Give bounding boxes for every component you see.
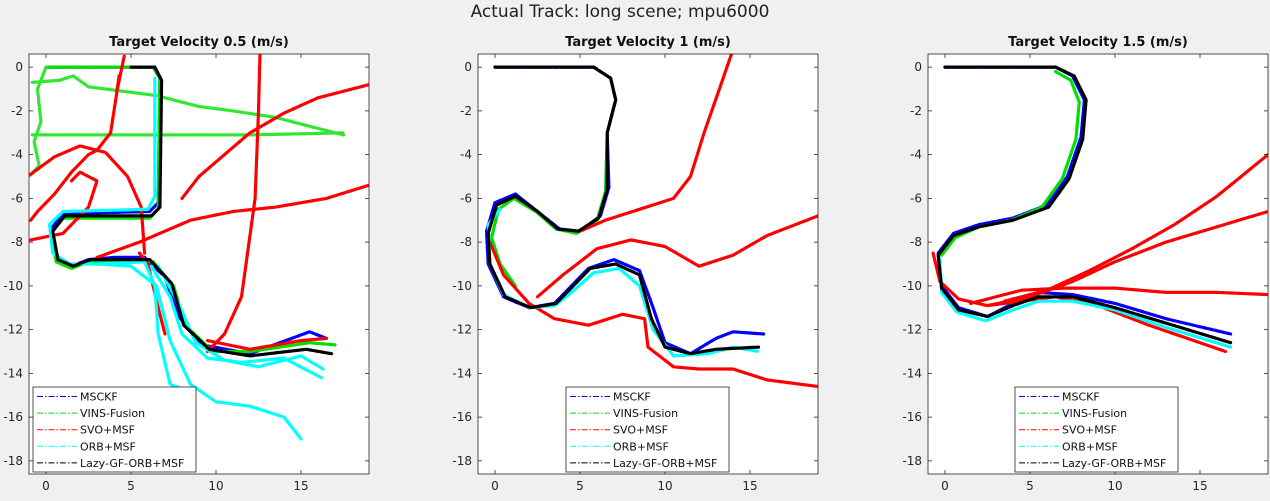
y-tick-label: -18 xyxy=(902,454,922,468)
x-tick-label: 10 xyxy=(657,479,672,493)
series-line-orb-msf xyxy=(95,262,303,441)
y-tick-label: -6 xyxy=(460,191,472,205)
y-tick-label: -2 xyxy=(910,104,922,118)
y-tick-label: -18 xyxy=(3,454,23,468)
legend-label: MSCKF xyxy=(80,391,118,404)
y-tick-label: 0 xyxy=(464,60,472,74)
legend-label: VINS-Fusion xyxy=(1062,407,1127,420)
legend-label: Lazy-GF-ORB+MSF xyxy=(613,457,717,470)
x-tick-label: 15 xyxy=(293,479,308,493)
series-line-svo-msf xyxy=(180,83,369,200)
series-group xyxy=(484,54,818,389)
y-tick-label: 0 xyxy=(914,60,922,74)
y-tick-label: -8 xyxy=(460,235,472,249)
series-line-svo-msf xyxy=(488,240,818,389)
legend: MSCKF VINS-Fusion SVO+MSF ORB+MSF Lazy-GF-OR… xyxy=(1014,386,1179,473)
series-line-vins-fusion xyxy=(30,131,346,137)
series-line-lazy-gf-orb-msf xyxy=(486,65,761,356)
legend-label: MSCKF xyxy=(613,391,651,404)
series-line-svo-msf xyxy=(29,170,99,242)
legend-label: ORB+MSF xyxy=(80,440,136,453)
series-line-svo-msf xyxy=(985,209,1268,308)
x-tick-label: 15 xyxy=(1192,479,1207,493)
series-line-orb-msf xyxy=(149,264,323,380)
y-tick-label: -12 xyxy=(902,323,922,337)
x-tick-label: 5 xyxy=(1026,479,1034,493)
series-line-svo-msf xyxy=(95,183,369,259)
x-tick-label: 10 xyxy=(1107,479,1122,493)
series-line-svo-msf xyxy=(205,54,262,354)
y-tick-label: -2 xyxy=(460,104,472,118)
subplot-3: Target Velocity 1.5 (m/s) 0 5 10 15 0 -2 -4 -6 -8… xyxy=(902,35,1269,493)
legend-label: Lazy-GF-ORB+MSF xyxy=(80,457,184,470)
series-line-svo-msf xyxy=(29,74,121,222)
series-line-svo-msf xyxy=(578,54,734,233)
figure-title: Actual Track: long scene; mpu6000 xyxy=(471,2,770,22)
x-tick-label: 0 xyxy=(491,479,499,493)
series-line-svo-msf xyxy=(29,144,147,255)
legend-label: SVO+MSF xyxy=(80,424,135,437)
y-tick-label: -4 xyxy=(910,148,922,162)
y-tick-label: -10 xyxy=(452,279,472,293)
axes-box xyxy=(28,53,370,475)
legend-label: SVO+MSF xyxy=(1062,424,1117,437)
y-tick-label: -8 xyxy=(910,235,922,249)
series-line-svo-msf xyxy=(535,214,818,299)
y-tick-label: -14 xyxy=(902,366,922,380)
y-tick-label: -4 xyxy=(11,148,23,162)
series-line-lazy-gf-orb-msf xyxy=(936,65,1233,345)
x-tick-label: 5 xyxy=(576,479,584,493)
series-group xyxy=(931,65,1268,354)
y-tick-label: -14 xyxy=(452,366,472,380)
x-tick-label: 0 xyxy=(941,479,949,493)
y-tick-label: -10 xyxy=(3,279,23,293)
series-line-svo-msf xyxy=(968,286,1268,305)
y-tick-label: -12 xyxy=(452,323,472,337)
series-line-vins-fusion xyxy=(30,74,346,137)
y-tick-label: -4 xyxy=(460,148,472,162)
legend-label: ORB+MSF xyxy=(1062,440,1118,453)
y-tick-label: -16 xyxy=(452,410,472,424)
series-line-lazy-gf-orb-msf xyxy=(51,65,334,358)
axes-box xyxy=(927,53,1269,475)
x-tick-label: 15 xyxy=(742,479,757,493)
legend-label: Lazy-GF-ORB+MSF xyxy=(1062,457,1166,470)
y-tick-label: -12 xyxy=(3,323,23,337)
series-line-orb-msf xyxy=(938,258,1233,349)
series-group xyxy=(29,54,369,441)
y-tick-label: -16 xyxy=(902,410,922,424)
y-tick-label: -18 xyxy=(452,454,472,468)
legend-label: ORB+MSF xyxy=(613,440,669,453)
y-tick-label: -10 xyxy=(902,279,922,293)
x-tick-label: 5 xyxy=(127,479,135,493)
legend-label: SVO+MSF xyxy=(613,424,668,437)
x-tick-label: 0 xyxy=(42,479,50,493)
series-line-svo-msf xyxy=(205,336,329,351)
series-line-svo-msf xyxy=(1002,153,1268,303)
y-tick-label: -6 xyxy=(11,191,23,205)
y-tick-label: -16 xyxy=(3,410,23,424)
y-tick-label: -8 xyxy=(11,235,23,249)
y-tick-label: -14 xyxy=(3,366,23,380)
legend: MSCKF VINS-Fusion SVO+MSF ORB+MSF Lazy-GF-OR… xyxy=(565,386,730,473)
subplot-title: Target Velocity 1.5 (m/s) xyxy=(1008,35,1188,50)
x-tick-label: 10 xyxy=(208,479,223,493)
subplot-2: Target Velocity 1 (m/s) 0 5 10 15 0 -2 -4 -6 -8 -1… xyxy=(452,35,819,493)
legend-label: VINS-Fusion xyxy=(613,407,678,420)
axes-box xyxy=(477,53,819,475)
series-line-svo-msf xyxy=(931,251,1228,354)
subplot-1: Target Velocity 0.5 (m/s) 0 5 10 15 0 -2 -4 -6 -8… xyxy=(3,35,370,493)
legend-label: VINS-Fusion xyxy=(80,407,145,420)
y-tick-label: -6 xyxy=(910,191,922,205)
subplot-title: Target Velocity 0.5 (m/s) xyxy=(109,35,289,50)
legend-label: MSCKF xyxy=(1062,391,1100,404)
y-tick-label: 0 xyxy=(15,60,23,74)
legend: MSCKF VINS-Fusion SVO+MSF ORB+MSF Lazy-GF-OR… xyxy=(32,386,197,473)
y-tick-label: -2 xyxy=(11,104,23,118)
subplot-title: Target Velocity 1 (m/s) xyxy=(565,35,731,50)
